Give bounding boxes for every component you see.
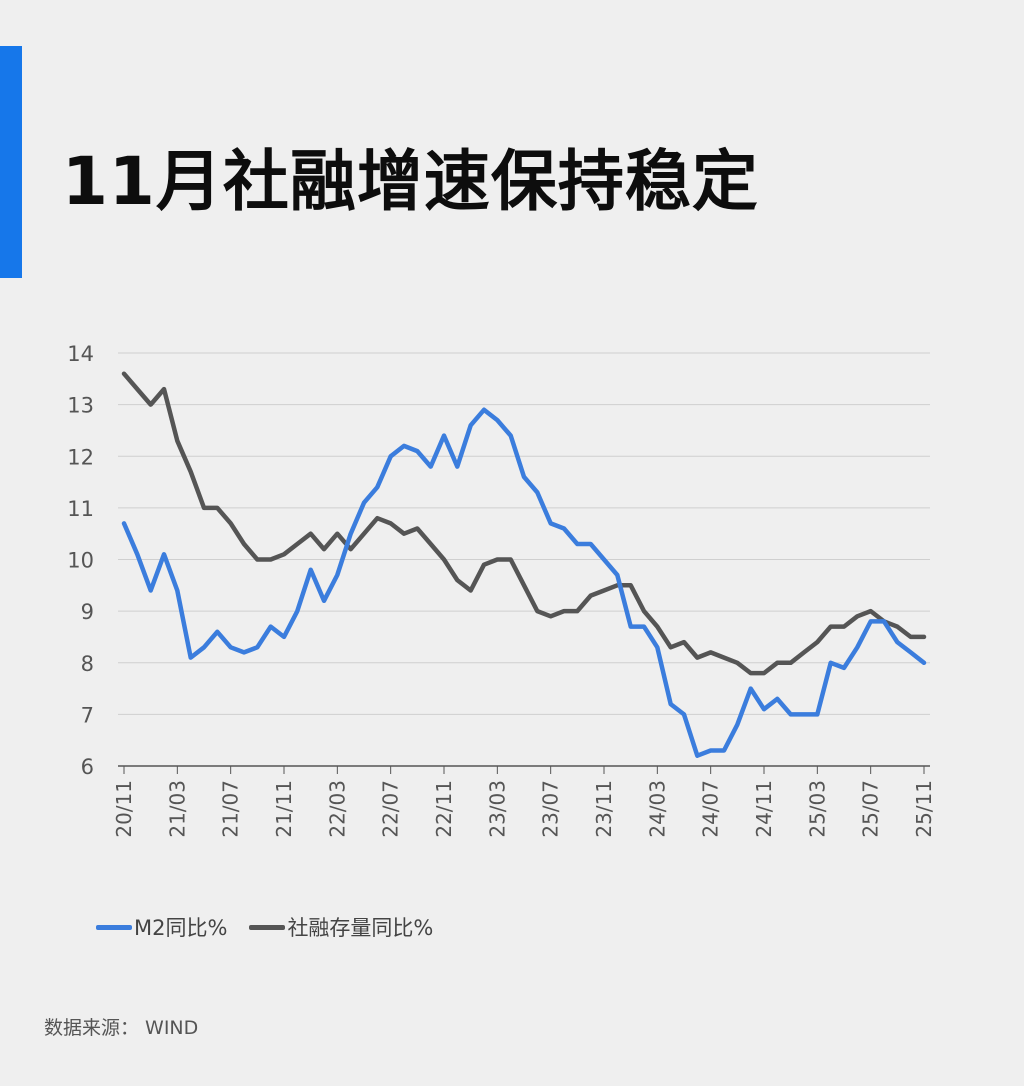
x-tick-label: 25/07 <box>859 780 883 838</box>
x-tick-label: 21/03 <box>165 780 189 838</box>
legend-swatch-m2 <box>96 924 132 930</box>
x-tick-label: 24/11 <box>752 780 776 838</box>
legend-item-m2: M2同比% <box>96 912 227 942</box>
accent-bar <box>0 46 22 278</box>
x-tick-label: 22/07 <box>379 780 403 838</box>
legend-item-tsf: 社融存量同比% <box>249 912 433 942</box>
y-axis-ticks: 6 7 8 9 10 11 12 13 14 <box>67 342 94 779</box>
series-line-m2 <box>121 407 927 758</box>
x-tick-label: 24/07 <box>699 780 723 838</box>
y-tick-label: 12 <box>67 445 94 469</box>
x-tick-label: 22/11 <box>432 780 456 838</box>
x-tick-label: 23/07 <box>539 780 563 838</box>
y-tick-label: 7 <box>81 703 94 727</box>
x-axis-ticks: 20/11 21/03 21/07 21/11 22/03 22/07 22/11 23/03… <box>112 766 936 838</box>
gridlines <box>118 352 930 767</box>
y-tick-label: 13 <box>67 394 94 418</box>
page-title: 11月社融增速保持稳定 <box>62 143 759 220</box>
x-tick-label: 20/11 <box>112 780 136 838</box>
y-tick-label: 10 <box>67 549 94 573</box>
x-tick-label: 21/11 <box>272 780 296 838</box>
y-tick-label: 6 <box>81 755 94 779</box>
x-tick-label: 25/03 <box>805 780 829 838</box>
y-tick-label: 9 <box>81 600 94 624</box>
legend: M2同比% 社融存量同比% <box>96 912 455 942</box>
y-tick-label: 8 <box>81 652 94 676</box>
series-lines <box>121 371 927 758</box>
line-chart: 6 7 8 9 10 11 12 13 14 20/11 21/03 21/07 21/11 22/03… <box>67 342 936 838</box>
series-line-tsf <box>121 371 927 676</box>
y-tick-label: 11 <box>67 497 94 521</box>
legend-label-tsf: 社融存量同比% <box>287 916 434 940</box>
y-tick-label: 14 <box>67 342 94 366</box>
legend-swatch-tsf <box>249 924 286 930</box>
x-tick-label: 25/11 <box>912 780 936 838</box>
data-source: 数据来源： WIND <box>44 1017 199 1039</box>
x-tick-label: 23/03 <box>485 780 509 838</box>
legend-label-m2: M2同比% <box>134 916 228 940</box>
x-tick-label: 22/03 <box>325 780 349 838</box>
x-tick-label: 23/11 <box>592 780 616 838</box>
x-tick-label: 24/03 <box>645 780 669 838</box>
x-tick-label: 21/07 <box>219 780 243 838</box>
